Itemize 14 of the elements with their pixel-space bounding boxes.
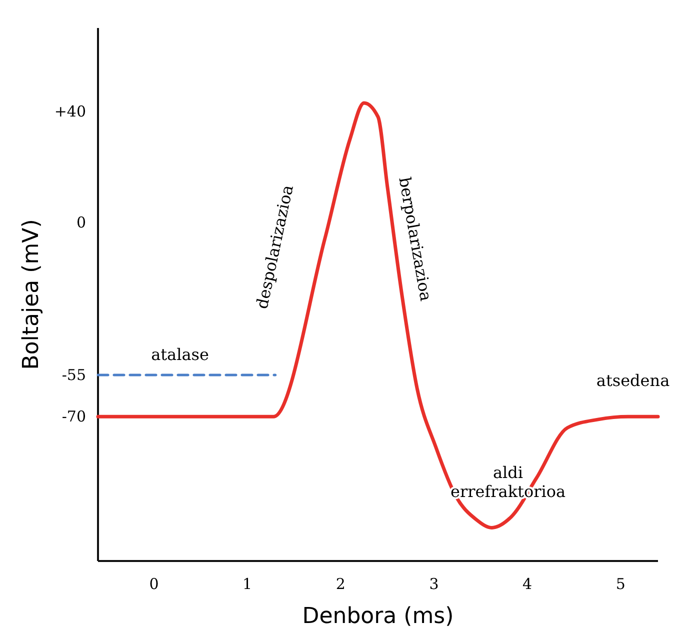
x-tick-label: 3: [429, 575, 439, 593]
y-tick-label: -70: [62, 408, 86, 426]
x-axis-title: Denbora (ms): [302, 604, 454, 629]
y-tick-label: +40: [54, 102, 86, 120]
y-axis-title: Boltajea (mV): [19, 219, 44, 370]
y-tick-label: -55: [62, 366, 86, 384]
y-tick-label: 0: [76, 213, 86, 232]
x-tick-label: 1: [242, 575, 252, 593]
annotation: atalase: [151, 345, 209, 364]
x-tick-label: 4: [522, 575, 532, 593]
x-tick-label: 2: [336, 575, 346, 593]
annotation: atsedena: [596, 371, 670, 390]
x-tick-label: 0: [149, 575, 159, 593]
x-tick-label: 5: [616, 575, 626, 593]
